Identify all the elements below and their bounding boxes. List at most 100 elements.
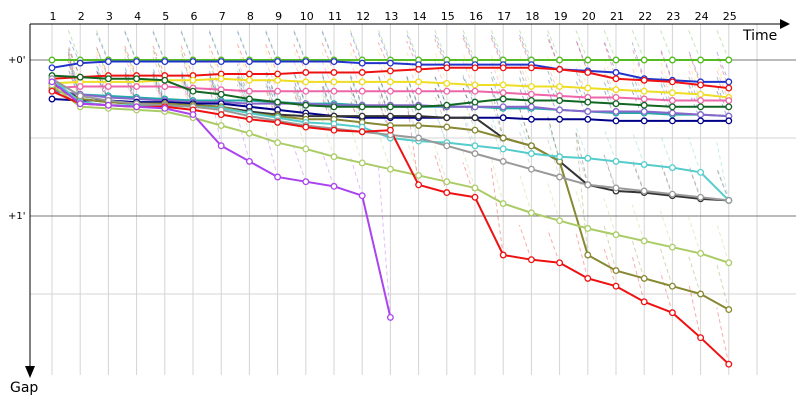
data-point [471, 150, 479, 158]
data-point [415, 134, 423, 142]
drop-line [547, 34, 561, 70]
data-point [443, 87, 451, 95]
data-point [499, 103, 507, 111]
drop-line [236, 29, 250, 61]
data-point [48, 87, 56, 95]
drop-line [490, 167, 504, 256]
data-point [668, 89, 676, 97]
drop-line [377, 29, 391, 61]
drop-line [603, 42, 617, 79]
drop-line [124, 48, 138, 79]
drop-line [603, 89, 617, 122]
data-point [358, 112, 366, 120]
data-point [415, 65, 423, 73]
drop-line [265, 31, 279, 62]
data-point [415, 87, 423, 95]
drop-line [490, 29, 504, 61]
drop-line [406, 104, 420, 139]
drop-line [659, 61, 673, 93]
drop-line [406, 32, 420, 65]
data-point [443, 114, 451, 122]
drop-line [631, 131, 645, 165]
drop-line [631, 48, 645, 81]
drop-line [518, 224, 532, 260]
drop-line [321, 73, 335, 104]
data-point [104, 83, 112, 90]
drop-line [716, 263, 730, 310]
drop-line [462, 53, 476, 86]
data-point [302, 123, 310, 131]
data-point [668, 309, 676, 317]
drop-line [265, 89, 279, 123]
drop-line [349, 51, 363, 83]
data-point [104, 101, 112, 109]
data-point [245, 58, 253, 66]
data-point [76, 100, 84, 108]
drop-line [208, 75, 222, 107]
data-point [527, 103, 535, 111]
data-point [443, 189, 451, 197]
data-point [640, 101, 648, 109]
drop-line [631, 42, 645, 79]
drop-line [377, 32, 391, 64]
drop-line [124, 67, 138, 100]
data-points [48, 56, 733, 368]
drop-line [124, 75, 138, 107]
drop-line [631, 160, 645, 193]
data-point [640, 298, 648, 306]
data-point [274, 87, 282, 95]
data-point [697, 334, 705, 342]
drop-line [603, 40, 617, 73]
data-point [499, 134, 507, 142]
drop-line [321, 82, 335, 117]
data-point [556, 97, 564, 105]
drop-line [152, 73, 166, 104]
drop-line [631, 240, 645, 279]
data-point [697, 249, 705, 257]
drop-line [152, 56, 166, 87]
data-point [76, 92, 84, 100]
data-point [584, 251, 592, 259]
data-point [133, 103, 141, 111]
drop-line [208, 29, 222, 61]
data-point [217, 122, 225, 129]
data-point [217, 75, 225, 83]
drop-line [95, 32, 109, 62]
drop-line [152, 29, 166, 61]
drop-line [152, 76, 166, 109]
drop-line [406, 87, 420, 118]
data-point [612, 282, 620, 290]
drop-line [575, 126, 589, 159]
data-point [668, 97, 676, 105]
data-point [697, 168, 705, 176]
data-point [640, 187, 648, 195]
x-tick-label: 5 [162, 10, 169, 23]
data-point [245, 129, 253, 137]
data-point [725, 78, 733, 86]
drop-line [406, 61, 420, 92]
data-point [668, 243, 676, 251]
data-point [76, 59, 84, 67]
data-point [556, 65, 564, 73]
drop-line [293, 29, 307, 61]
drop-line [349, 42, 363, 73]
drop-line [265, 70, 279, 103]
data-point [612, 108, 620, 115]
drop-line [434, 145, 448, 182]
data-point [725, 103, 733, 111]
x-tick-label: 14 [413, 10, 427, 23]
data-point [527, 83, 535, 90]
x-tick-label: 13 [384, 10, 398, 23]
x-tick-label: 10 [300, 10, 314, 23]
drop-line [95, 46, 109, 79]
data-point [697, 117, 705, 125]
x-tick-label: 2 [78, 10, 85, 23]
data-point [527, 142, 535, 150]
x-tick-label: 4 [134, 10, 141, 23]
data-point [48, 95, 56, 103]
drop-line [265, 81, 279, 115]
drop-line [293, 84, 307, 117]
data-point [697, 111, 705, 119]
data-point [640, 161, 648, 168]
